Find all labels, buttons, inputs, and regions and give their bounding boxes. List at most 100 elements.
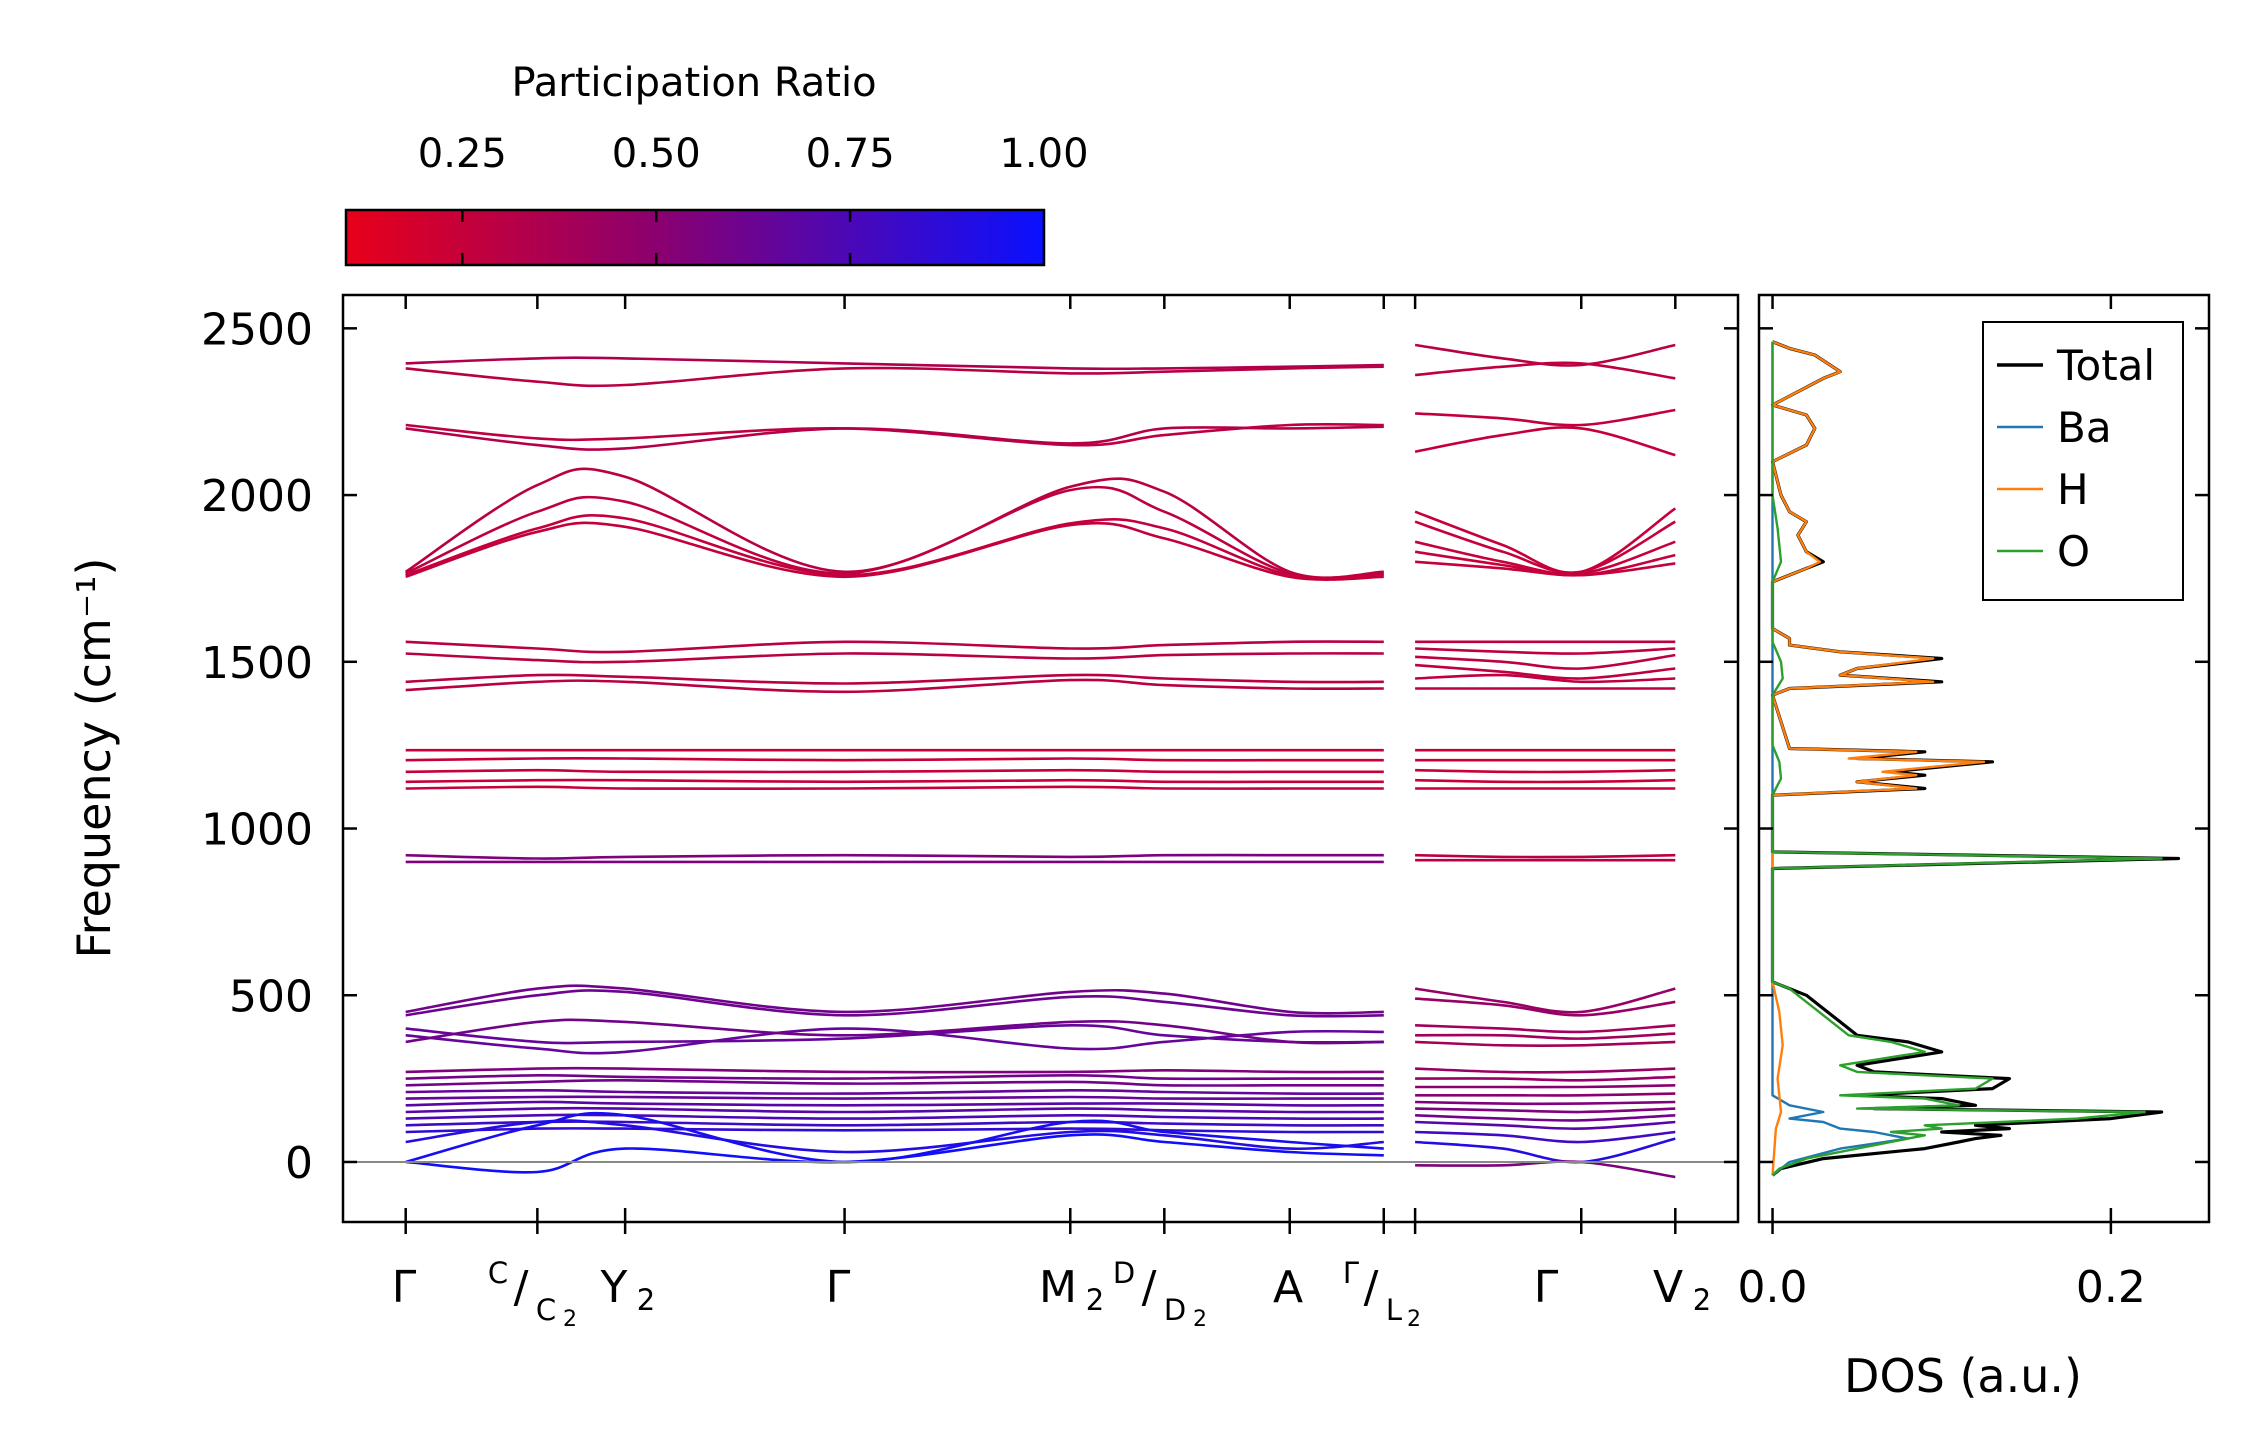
colorbar-tick-label: 0.75 (806, 131, 895, 177)
band-line (1415, 778, 1676, 784)
label-c-over-c2: C / C 2 (488, 1256, 577, 1332)
band-line (405, 756, 1384, 762)
band-line (405, 652, 1384, 664)
label-gamma-top: Γ (1343, 1256, 1359, 1290)
dos-x-tick-label: 0.2 (2076, 1262, 2146, 1313)
label-c-top: C (488, 1256, 508, 1290)
dos-series-ba (1771, 341, 1910, 1177)
band-line (1415, 1100, 1676, 1106)
colorbar-tick-label: 0.50 (612, 131, 701, 177)
band-line (405, 984, 1384, 1015)
y-tick-label: 1000 (201, 805, 313, 856)
x-axis-title-dos: DOS (a.u.) (1844, 1349, 2082, 1403)
y-tick-label: 2500 (201, 304, 313, 355)
high-symmetry-labels: Γ C / C 2 Y 2 Γ M 2 D / D 2 A (392, 1256, 1711, 1332)
label-d-over-d2: D / D 2 (1113, 1256, 1207, 1332)
dos-x-tick-label: 0.0 (1738, 1262, 1808, 1313)
colorbar: Participation Ratio 0.25 0.50 0.75 1.00 (344, 60, 1089, 267)
band-line (405, 365, 1384, 388)
band-line (405, 1088, 1384, 1096)
label-gamma-1: Γ (392, 1262, 417, 1313)
band-line (1415, 1120, 1676, 1130)
label-m-sub: 2 (1086, 1283, 1104, 1317)
band-y-ticks: 0 500 1000 1500 2000 2500 (201, 304, 1738, 1189)
label-l-sub: 2 (1407, 1307, 1421, 1332)
band-line (1415, 1092, 1676, 1097)
y-axis-title: Frequency (cm⁻¹) (67, 558, 121, 959)
band-line (1415, 1067, 1676, 1074)
dos-series-o (1771, 341, 2163, 1177)
colorbar-gradient (344, 208, 1046, 267)
band-line (405, 1113, 1384, 1121)
band-line (405, 1111, 1384, 1164)
y-tick-label: 0 (285, 1138, 313, 1189)
band-lines (404, 343, 1677, 1179)
legend-items: Total Ba HO (1997, 341, 2155, 576)
legend-label-total: Total (2056, 341, 2155, 390)
band-line (405, 521, 1384, 581)
dos-panel: 0.0 0.2 DOS (a.u.) Total Ba HO (1738, 293, 2211, 1403)
band-line (405, 673, 1384, 685)
label-gamma-over-l2: Γ / L 2 (1343, 1256, 1421, 1332)
band-line (405, 1127, 1384, 1134)
band-line (405, 1133, 1384, 1174)
label-d-top: D (1113, 1256, 1135, 1290)
band-line (1415, 653, 1676, 670)
label-v-sub: 2 (1693, 1283, 1711, 1317)
band-line (405, 785, 1384, 791)
band-line (1415, 647, 1676, 655)
y-tick-label: 2000 (201, 471, 313, 522)
band-line (1414, 361, 1676, 380)
label-m: M (1039, 1262, 1077, 1313)
band-line (405, 1073, 1384, 1081)
label-d-sub: 2 (1193, 1307, 1207, 1332)
band-line (1415, 673, 1676, 684)
band-line (1414, 426, 1676, 457)
band-line (1415, 1075, 1676, 1082)
label-d-slash: / (1142, 1262, 1157, 1313)
label-y2: Y 2 (600, 1262, 656, 1317)
band-line (1414, 507, 1677, 575)
band-line (405, 1066, 1384, 1074)
dos-lines (1770, 340, 2181, 1177)
colorbar-tick-label: 0.25 (418, 131, 507, 177)
label-v2: V 2 (1653, 1262, 1711, 1317)
band-line (1415, 663, 1676, 680)
band-line (1415, 853, 1676, 859)
label-d-bottom: D (1164, 1293, 1186, 1327)
band-line (1415, 1114, 1676, 1122)
label-l-bottom: L (1386, 1293, 1402, 1327)
band-line (405, 853, 1384, 860)
band-line (405, 778, 1384, 784)
band-line (405, 678, 1384, 694)
band-line (405, 1018, 1384, 1045)
legend-label-o: O (2057, 527, 2090, 576)
label-gamma-slash: / (1364, 1262, 1379, 1313)
band-line (405, 768, 1384, 774)
band-line (1415, 1040, 1676, 1047)
band-line (1415, 1032, 1676, 1040)
band-line (405, 425, 1384, 451)
label-a: A (1273, 1262, 1303, 1313)
band-line (405, 1100, 1384, 1107)
colorbar-ticks: 0.25 0.50 0.75 1.00 (418, 131, 1089, 265)
label-y: Y (600, 1262, 628, 1313)
band-line (1415, 560, 1676, 577)
band-line (405, 356, 1384, 371)
band-line (1415, 1137, 1676, 1164)
band-line (1415, 1107, 1676, 1114)
label-gamma-2: Γ (826, 1262, 851, 1313)
band-line (1414, 520, 1676, 574)
colorbar-title: Participation Ratio (511, 60, 876, 106)
label-m2: M 2 (1039, 1262, 1104, 1317)
band-line (1415, 997, 1676, 1017)
band-line (1415, 1130, 1676, 1144)
legend-box (1982, 321, 2184, 601)
y-tick-label: 1500 (201, 638, 313, 689)
band-line (1414, 987, 1676, 1014)
label-c-slash: / (514, 1262, 529, 1313)
legend-label-ba: Ba (2057, 403, 2112, 452)
band-line (405, 1078, 1384, 1087)
band-line (405, 989, 1384, 1018)
label-c-sub: 2 (563, 1307, 577, 1332)
